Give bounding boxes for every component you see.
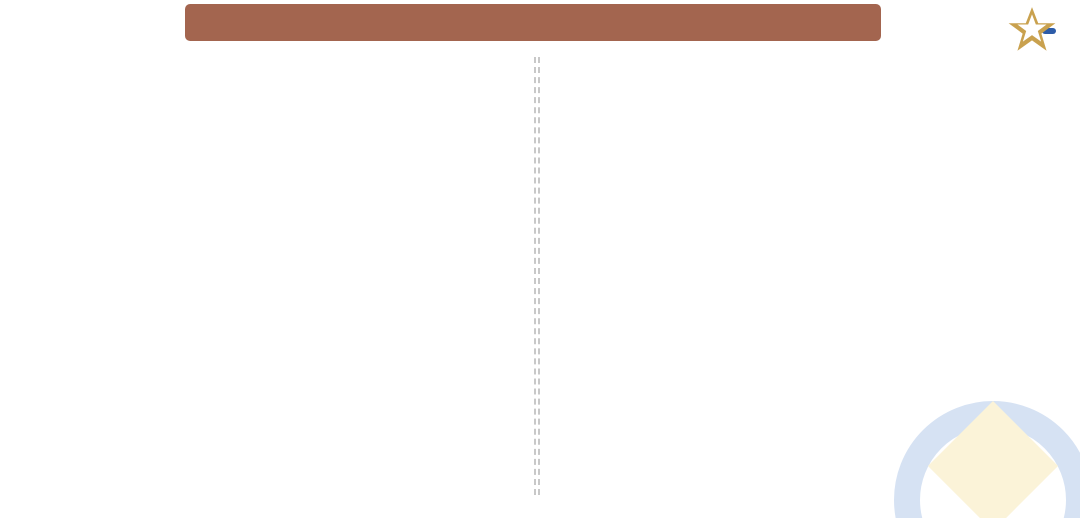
star-icon [1008, 7, 1056, 51]
brand-logo-text [1042, 27, 1072, 35]
chart-divider [534, 57, 540, 495]
brand-logo [1006, 5, 1072, 57]
etf-top10-combo-chart [0, 55, 535, 500]
page-title-banner [185, 4, 881, 41]
fullgoal-watermark [894, 400, 1080, 518]
industry-etf-bar-chart [545, 55, 1080, 500]
logo-box-text [1042, 27, 1056, 34]
